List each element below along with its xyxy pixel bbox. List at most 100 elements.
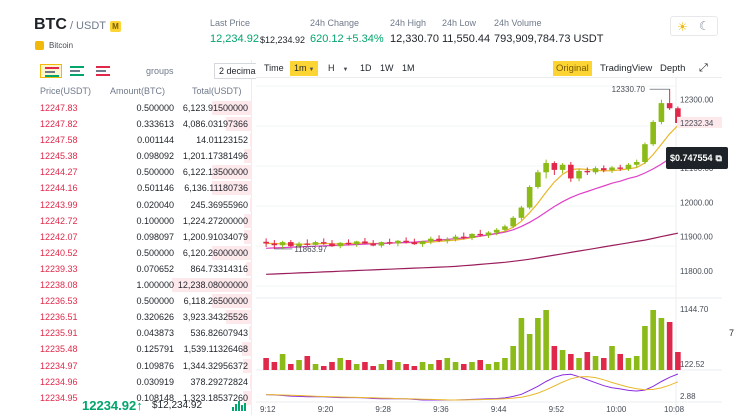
candle-body[interactable] bbox=[543, 163, 549, 173]
ask-row[interactable]: 12242.07 0.098097 1,200.91034079 bbox=[34, 229, 252, 245]
volume-bar bbox=[609, 346, 615, 370]
candle-body[interactable] bbox=[469, 233, 475, 239]
asks-only-view-button[interactable] bbox=[92, 64, 114, 78]
candle-body[interactable] bbox=[304, 243, 311, 245]
candle-body[interactable] bbox=[526, 187, 533, 208]
candle-body[interactable] bbox=[592, 168, 599, 173]
ask-row[interactable]: 12247.58 0.001144 14.01123152 bbox=[34, 132, 252, 148]
ask-row[interactable]: 12238.08 1.000000 12,238.08000000 bbox=[34, 277, 252, 293]
candle-body[interactable] bbox=[444, 239, 451, 241]
candle-body[interactable] bbox=[675, 108, 681, 123]
candle-body[interactable] bbox=[403, 240, 409, 243]
candle-body[interactable] bbox=[617, 167, 624, 169]
candle-body[interactable] bbox=[477, 233, 484, 236]
candle-body[interactable] bbox=[625, 164, 632, 169]
fullscreen-icon[interactable]: ⤢ bbox=[699, 62, 708, 74]
interval-1w[interactable]: 1W bbox=[380, 63, 394, 73]
candle-body[interactable] bbox=[271, 243, 278, 246]
last-price-big[interactable]: 12234.92↑ bbox=[82, 398, 143, 413]
interval-h[interactable]: H ▼ bbox=[324, 61, 352, 76]
moon-icon[interactable]: ☾ bbox=[699, 19, 710, 33]
more-bars-icon[interactable] bbox=[232, 401, 246, 411]
candle-body[interactable] bbox=[535, 172, 541, 187]
candle-body[interactable] bbox=[329, 243, 335, 247]
ask-price: 12245.38 bbox=[40, 151, 78, 162]
candle-body[interactable] bbox=[666, 103, 673, 109]
ask-row[interactable]: 12240.52 0.500000 6,120.26000000 bbox=[34, 245, 252, 261]
candle-body[interactable] bbox=[296, 243, 302, 247]
ask-row[interactable]: 12236.51 0.320626 3,923.34325526 bbox=[34, 309, 252, 325]
interval-1month[interactable]: 1M bbox=[402, 63, 415, 73]
candle-body[interactable] bbox=[411, 242, 418, 245]
both-sides-view-button[interactable] bbox=[40, 64, 62, 78]
ask-row[interactable]: 12239.33 0.070652 864.73314316 bbox=[34, 261, 252, 277]
view-original[interactable]: Original bbox=[553, 61, 592, 76]
candle-body[interactable] bbox=[370, 243, 376, 246]
candle-body[interactable] bbox=[559, 164, 566, 170]
ask-row[interactable]: 12236.53 0.500000 6,118.26500000 bbox=[34, 293, 252, 309]
candle-body[interactable] bbox=[337, 242, 344, 247]
candle-body[interactable] bbox=[658, 103, 665, 122]
candle-body[interactable] bbox=[279, 242, 286, 246]
ask-row[interactable]: 12245.38 0.098092 1,201.17381496 bbox=[34, 148, 252, 164]
sun-icon[interactable]: ☀ bbox=[677, 20, 688, 34]
ask-row[interactable]: 12247.83 0.500000 6,123.91500000 bbox=[34, 100, 252, 116]
symbol-title[interactable]: BTC / USDT bbox=[34, 16, 106, 34]
candle-body[interactable] bbox=[345, 242, 352, 245]
bids-only-view-button[interactable] bbox=[66, 64, 88, 78]
ask-row[interactable]: 12247.82 0.333613 4,086.03197366 bbox=[34, 116, 252, 132]
candle-body[interactable] bbox=[650, 121, 656, 145]
candle-body[interactable] bbox=[485, 232, 492, 236]
current-price-tag[interactable]: $0.747554 ⧉ bbox=[666, 147, 728, 169]
candle-body[interactable] bbox=[436, 238, 442, 241]
candle-body[interactable] bbox=[320, 242, 327, 244]
interval-1d[interactable]: 1D bbox=[360, 63, 372, 73]
candle-body[interactable] bbox=[576, 170, 582, 179]
theme-toggle[interactable]: ☀ ☾ bbox=[670, 16, 718, 36]
candle-body[interactable] bbox=[353, 241, 360, 245]
volume-bar bbox=[584, 352, 591, 370]
coin-name[interactable]: Bitcoin bbox=[49, 41, 74, 50]
candle-body[interactable] bbox=[362, 241, 368, 244]
interval-time[interactable]: Time bbox=[264, 63, 284, 73]
candle-body[interactable] bbox=[452, 236, 459, 240]
ask-row[interactable]: 12244.16 0.501146 6,136.11180736 bbox=[34, 180, 252, 196]
candle-body[interactable] bbox=[312, 242, 319, 245]
candle-body[interactable] bbox=[428, 238, 434, 242]
view-tradingview[interactable]: TradingView bbox=[600, 63, 653, 74]
ask-row[interactable]: 12244.27 0.500000 6,122.13500000 bbox=[34, 164, 252, 180]
ask-row[interactable]: 12234.97 0.109876 1,344.32956372 bbox=[34, 358, 252, 374]
ask-row[interactable]: 12235.48 0.125791 1,539.11326468 bbox=[34, 341, 252, 357]
ask-row[interactable]: 12242.72 0.100000 1,224.27200000 bbox=[34, 213, 252, 229]
candle-body[interactable] bbox=[378, 242, 385, 246]
candle-body[interactable] bbox=[633, 162, 640, 165]
candle-body[interactable] bbox=[263, 241, 269, 244]
high-label: 24h High bbox=[390, 18, 427, 28]
candle-body[interactable] bbox=[288, 242, 294, 247]
candle-body[interactable] bbox=[584, 170, 591, 173]
candlestick-chart[interactable]: 12300.0012232.3412100.0012000.0011900.00… bbox=[256, 78, 722, 415]
candle-body[interactable] bbox=[510, 217, 516, 227]
ask-amount: 0.501146 bbox=[137, 183, 174, 194]
volume-bar bbox=[633, 356, 640, 370]
candle-body[interactable] bbox=[493, 229, 500, 233]
candle-body[interactable] bbox=[419, 241, 426, 245]
ask-row[interactable]: 12243.99 0.020040 245.36955960 bbox=[34, 197, 252, 213]
candle-body[interactable] bbox=[518, 207, 525, 218]
ask-row[interactable]: 12235.91 0.043873 536.82607943 bbox=[34, 325, 252, 341]
ask-row[interactable]: 12234.96 0.030919 378.29272824 bbox=[34, 374, 252, 390]
view-depth[interactable]: Depth bbox=[660, 63, 686, 74]
candle-body[interactable] bbox=[609, 167, 615, 171]
candle-body[interactable] bbox=[386, 242, 393, 244]
last-price-usd: $12,234.92 bbox=[260, 35, 306, 45]
ask-row[interactable]: 12234.95 0.108148 1,323.18537260 bbox=[34, 390, 252, 406]
candle-body[interactable] bbox=[551, 163, 558, 170]
candle-body[interactable] bbox=[642, 144, 648, 163]
candle-body[interactable] bbox=[568, 164, 574, 179]
candle-body[interactable] bbox=[600, 168, 607, 171]
candle-body[interactable] bbox=[395, 240, 401, 244]
interval-1m[interactable]: 1m ▼ bbox=[290, 61, 319, 76]
candle-body[interactable] bbox=[460, 236, 467, 239]
candle-body[interactable] bbox=[502, 226, 508, 230]
ask-price: 12244.27 bbox=[40, 167, 78, 178]
